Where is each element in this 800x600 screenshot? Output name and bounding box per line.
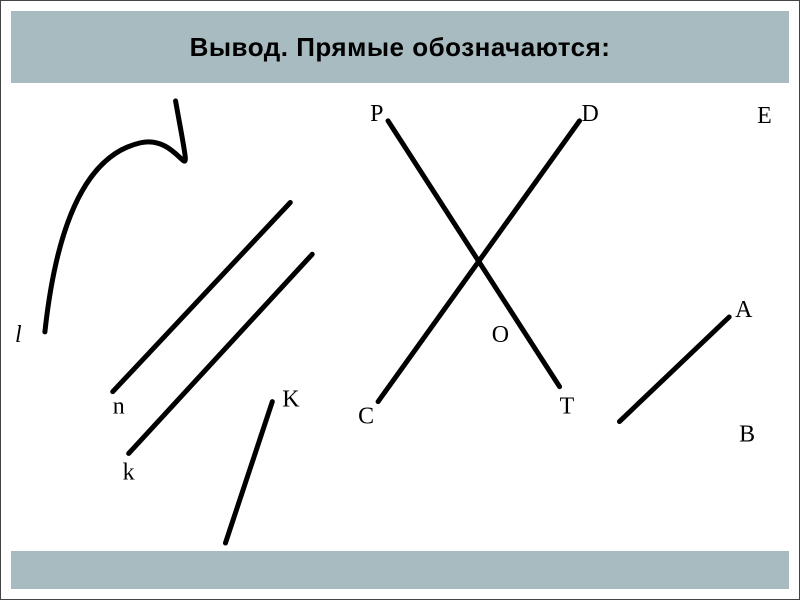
page-title: Вывод. Прямые обозначаются:	[190, 32, 611, 63]
diagram-svg: lnkKMPTCDABOE	[1, 83, 799, 551]
label-n: n	[113, 394, 125, 420]
line-PT	[388, 121, 560, 387]
label-P: P	[370, 101, 383, 127]
label-C: C	[358, 404, 374, 430]
curve-l	[45, 101, 185, 332]
footer-bar	[11, 551, 789, 589]
line-k	[129, 254, 313, 453]
label-k: k	[123, 459, 135, 485]
label-D: D	[582, 101, 599, 127]
label-l: l	[15, 322, 22, 348]
diagram-area: lnkKMPTCDABOE	[1, 83, 799, 551]
label-O: O	[492, 322, 509, 348]
line-AB	[619, 317, 729, 422]
label-K: K	[282, 387, 300, 413]
label-B: B	[739, 421, 755, 447]
line-n	[113, 202, 291, 391]
label-T: T	[560, 394, 575, 420]
line-CD	[378, 121, 579, 402]
line-KM	[225, 402, 272, 543]
slide-frame: Вывод. Прямые обозначаются: lnkKMPTCDABO…	[0, 0, 800, 600]
label-E: E	[757, 103, 772, 129]
header-bar: Вывод. Прямые обозначаются:	[11, 11, 789, 83]
label-A: A	[735, 297, 753, 323]
